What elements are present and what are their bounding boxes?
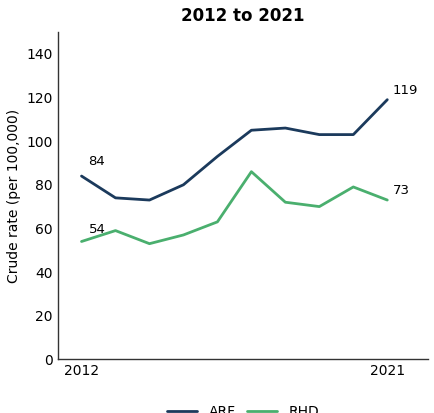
Text: 54: 54	[88, 223, 105, 236]
ARF	[79, 173, 84, 178]
ARF	[350, 132, 355, 137]
ARF	[181, 182, 186, 187]
ARF	[147, 197, 152, 202]
RHD	[384, 197, 389, 202]
ARF	[214, 154, 220, 159]
ARF	[112, 195, 118, 200]
RHD	[112, 228, 118, 233]
Line: RHD: RHD	[81, 172, 386, 244]
ARF	[316, 132, 321, 137]
RHD	[350, 185, 355, 190]
ARF	[282, 126, 287, 131]
RHD	[79, 239, 84, 244]
RHD	[214, 219, 220, 224]
Text: 73: 73	[392, 184, 409, 197]
Text: 84: 84	[88, 155, 105, 168]
RHD	[147, 241, 152, 246]
Title: 2012 to 2021: 2012 to 2021	[181, 7, 304, 25]
RHD	[248, 169, 253, 174]
ARF	[248, 128, 253, 133]
RHD	[282, 200, 287, 205]
RHD	[181, 233, 186, 237]
ARF	[384, 97, 389, 102]
Line: ARF: ARF	[81, 100, 386, 200]
RHD	[316, 204, 321, 209]
Legend: ARF, RHD: ARF, RHD	[161, 399, 324, 413]
Y-axis label: Crude rate (per 100,000): Crude rate (per 100,000)	[7, 109, 21, 283]
Text: 119: 119	[392, 84, 417, 97]
